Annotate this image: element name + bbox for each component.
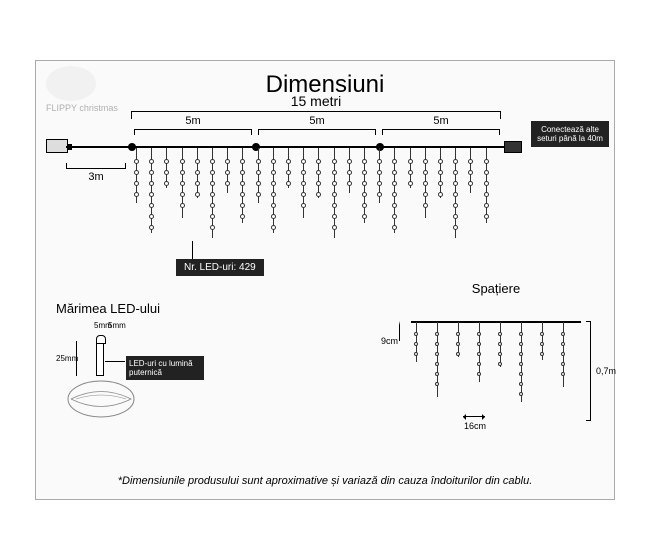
spacing-strand xyxy=(458,322,459,357)
led-count-box: Nr. LED-uri: 429 xyxy=(176,259,264,276)
spacing-diagram: 9cm 16cm 0,7m xyxy=(381,301,601,451)
spacing-strand xyxy=(542,322,543,360)
icicle-strand xyxy=(136,148,137,203)
icicle-strand xyxy=(410,148,411,188)
extension-info-box: Conectează alte seturi până la 40m xyxy=(531,121,609,147)
spacing-strand xyxy=(437,322,438,397)
icicle-strand xyxy=(394,148,395,233)
icicle-strand xyxy=(349,148,350,193)
led-diagram: 5mm 5mm 25mm LED-uri cu lumină puternică xyxy=(56,321,236,431)
icicle-strand xyxy=(182,148,183,218)
spacing-lead-label: 9cm xyxy=(381,336,398,346)
logo-text: FLIPPY christmas xyxy=(46,103,118,113)
leaf-decoration-icon xyxy=(66,379,136,419)
icicle-strand xyxy=(273,148,274,233)
spacing-drop-bracket xyxy=(586,321,591,421)
seg-label-3: 5m xyxy=(382,115,500,127)
spacing-strand xyxy=(521,322,522,402)
icicle-strand xyxy=(212,148,213,238)
icicle-strand xyxy=(197,148,198,198)
led-count-pointer xyxy=(192,241,193,259)
icicle-strand xyxy=(303,148,304,218)
spacing-strand xyxy=(500,322,501,367)
icicle-strand xyxy=(151,148,152,233)
spacing-title: Spațiere xyxy=(381,281,611,296)
icicle-strand xyxy=(379,148,380,203)
seg-label-1: 5m xyxy=(134,115,252,127)
icicle-strand xyxy=(364,148,365,223)
led-height-dim: 25mm xyxy=(56,354,78,363)
footnote-text: *Dimensiunile produsului sunt aproximati… xyxy=(36,475,614,487)
seg-label-2: 5m xyxy=(258,115,376,127)
led-width-dim: 5mm xyxy=(108,321,126,330)
spacing-lead-line xyxy=(399,321,400,341)
segment-bracket-3: 5m xyxy=(382,129,500,135)
icicle-strand xyxy=(440,148,441,198)
segment-bracket-2: 5m xyxy=(258,129,376,135)
spacing-gap-arrow xyxy=(463,416,485,417)
icicle-strand xyxy=(242,148,243,223)
icicle-strand xyxy=(455,148,456,238)
spacing-gap-label: 16cm xyxy=(464,421,486,431)
spacing-strand xyxy=(563,322,564,387)
icicle-strand xyxy=(258,148,259,203)
spacing-strand xyxy=(479,322,480,382)
icicle-strand xyxy=(318,148,319,198)
total-length-label: 15 metri xyxy=(131,93,501,109)
connector-dot-1 xyxy=(128,143,136,151)
segment-bracket-1: 5m xyxy=(134,129,252,135)
icicle-strand xyxy=(425,148,426,218)
icicle-strand xyxy=(486,148,487,223)
led-size-title: Mărimea LED-ului xyxy=(56,301,256,316)
icicle-strand xyxy=(334,148,335,238)
spacing-drop-label: 0,7m xyxy=(596,366,616,376)
led-size-section: Mărimea LED-ului 5mm 5mm 25mm LED-uri cu… xyxy=(56,301,256,431)
icicle-strand xyxy=(166,148,167,188)
icicle-strand xyxy=(470,148,471,193)
icicle-strand xyxy=(288,148,289,188)
end-connector-icon xyxy=(504,141,522,153)
led-desc-box: LED-uri cu lumină puternică xyxy=(126,356,204,380)
icicle-strand xyxy=(227,148,228,193)
led-body-icon xyxy=(96,341,104,376)
lead-cable-bracket: 3m xyxy=(66,163,126,183)
spacing-section: Spațiere 9cm 16cm 0,7m xyxy=(381,281,611,451)
diagram-frame: FLIPPY christmas Dimensiuni 15 metri 5m … xyxy=(35,60,615,500)
power-plug-icon xyxy=(46,139,68,153)
spacing-strand xyxy=(416,322,417,362)
lead-length-label: 3m xyxy=(66,171,126,183)
led-desc-pointer xyxy=(105,361,125,362)
led-height-line xyxy=(76,341,77,376)
connector-dot-2 xyxy=(252,143,260,151)
